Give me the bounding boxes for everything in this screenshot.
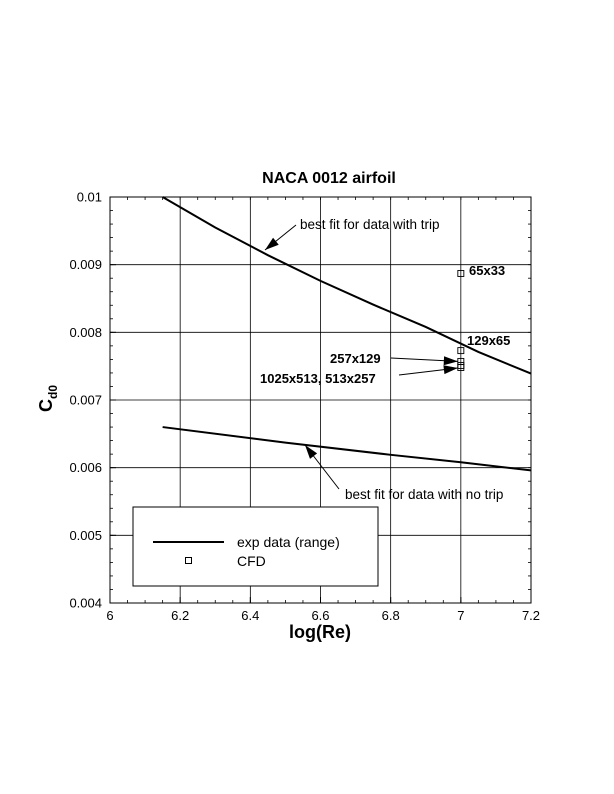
x-tick-label: 6 [106,608,113,623]
x-tick-label: 7 [457,608,464,623]
arrow-1025-head [443,365,458,375]
annotation-group: best fit for data with trip best fit for … [260,217,510,502]
annotation-label: 65x33 [469,263,505,278]
annotation-label: 129x65 [467,333,510,348]
arrow-trip-head [265,237,279,250]
arrow-no-trip-head [305,445,318,459]
legend-entry-cfd: CFD [237,553,266,569]
y-axis-label-main: C [36,399,56,412]
x-tick-label: 7.2 [522,608,540,623]
series-group [162,196,532,472]
x-tick-label: 6.2 [171,608,189,623]
x-axis-label: log(Re) [289,622,351,642]
x-tick-label: 6.8 [382,608,400,623]
legend-box [132,506,379,587]
y-tick-label: 0.008 [69,325,102,340]
y-tick-labels: 0.004 0.005 0.006 0.007 0.008 0.009 0.01 [69,190,102,611]
y-axis-label: Cd0 [36,385,60,412]
y-tick-label: 0.007 [69,393,102,408]
y-tick-label: 0.004 [69,596,102,611]
y-tick-label: 0.009 [69,257,102,272]
x-tick-label: 6.4 [241,608,259,623]
y-tick-label: 0.005 [69,528,102,543]
series-line-1 [162,426,532,472]
ticks [109,196,532,604]
annotation-label: best fit for data with trip [300,217,440,232]
cfd-marker [457,347,465,355]
legend: exp data (range) CFD [132,506,379,587]
y-axis-label-sub: d0 [46,385,60,399]
x-tick-label: 6.6 [311,608,329,623]
cfd-marker [457,364,465,371]
legend-square-symbol [185,557,192,564]
cfd-marker [457,270,465,277]
x-tick-labels: 6 6.2 6.4 6.6 6.8 7 7.2 [106,608,540,623]
arrow-257-head [443,356,458,366]
y-tick-label: 0.006 [69,460,102,475]
y-tick-label: 0.01 [77,190,102,205]
annotation-label: 1025x513, 513x257 [260,371,376,386]
annotation-label: 257x129 [330,351,381,366]
series-line-0 [162,196,532,375]
chart-title: NACA 0012 airfoil [262,170,396,187]
legend-entry-exp: exp data (range) [237,534,340,550]
annotation-label: best fit for data with no trip [345,487,503,502]
